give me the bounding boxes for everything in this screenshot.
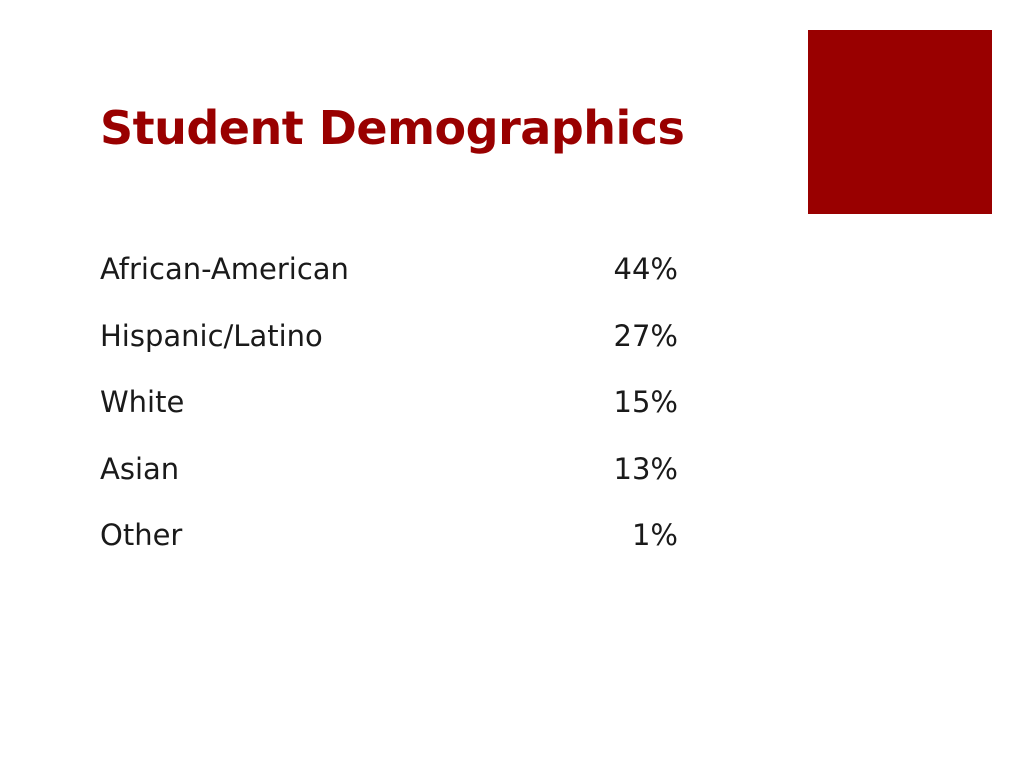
demographic-label: Hispanic/Latino — [100, 318, 323, 353]
demographic-label: African-American — [100, 252, 349, 286]
demographic-row-african-american: African-American 44% — [100, 236, 678, 303]
demographic-percentage: 27% — [613, 318, 678, 353]
accent-square — [808, 30, 992, 214]
demographic-row-white: White 15% — [100, 369, 678, 436]
demographic-row-asian: Asian 13% — [100, 436, 678, 503]
demographic-percentage: 13% — [613, 451, 678, 486]
demographic-row-hispanic-latino: Hispanic/Latino 27% — [100, 303, 678, 370]
demographic-row-other: Other 1% — [100, 502, 678, 569]
demographic-percentage: 15% — [613, 385, 678, 419]
demographic-percentage: 1% — [631, 518, 678, 552]
demographics-list: African-American 44% Hispanic/Latino 27%… — [100, 236, 678, 569]
demographic-label: White — [100, 385, 185, 419]
slide-title: Student Demographics — [100, 101, 685, 155]
demographic-label: Asian — [100, 451, 180, 486]
demographic-label: Other — [100, 518, 183, 552]
demographic-percentage: 44% — [613, 252, 678, 286]
